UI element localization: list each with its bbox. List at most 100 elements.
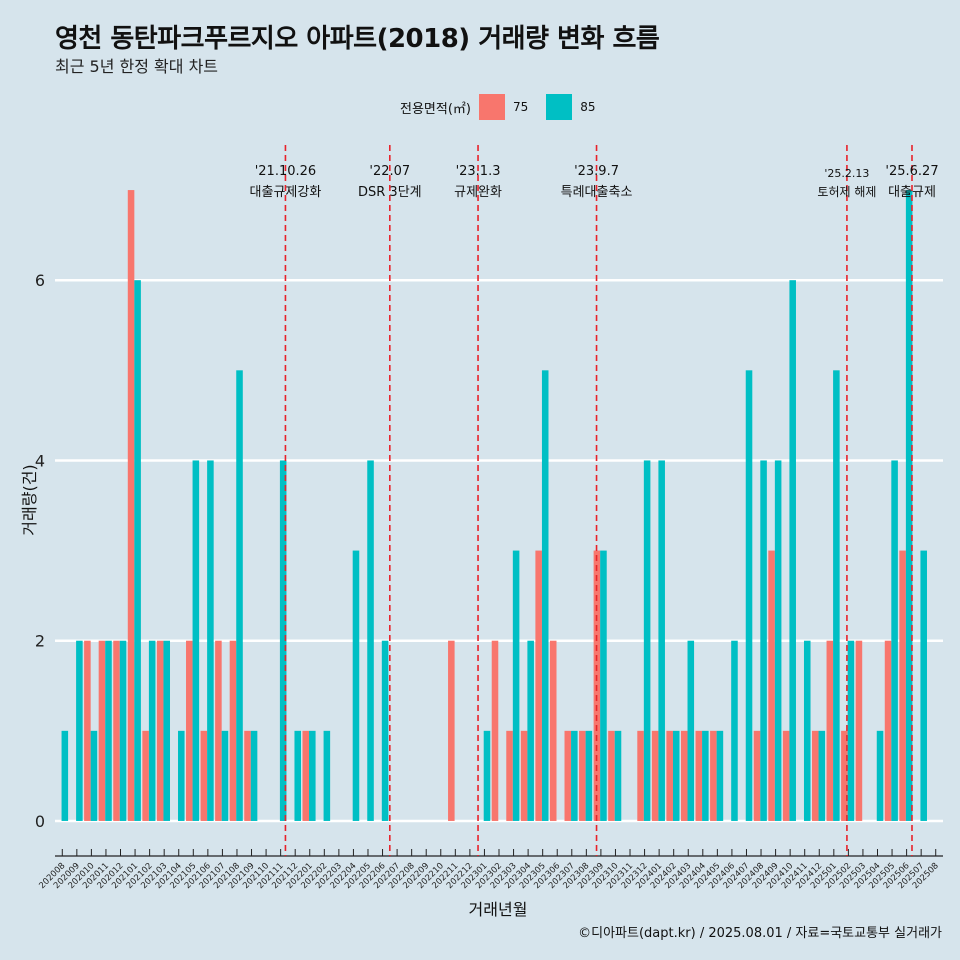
bar-75-202505 (884, 640, 892, 821)
bar-75-202412 (811, 730, 819, 821)
bar-85-202403 (687, 640, 695, 821)
event-label-3: 특례대출축소 (561, 185, 633, 200)
bar-85-202411 (803, 640, 811, 821)
bar-75-202312 (637, 730, 644, 821)
bar-75-202506 (899, 550, 906, 821)
bar-75-202011 (98, 640, 106, 821)
bar-85-202504 (876, 730, 884, 821)
bar-85-202103 (163, 640, 171, 821)
bar-85-202206 (381, 640, 389, 821)
bar-75-202101 (127, 190, 135, 821)
y-tick-label-6: 6 (35, 271, 45, 290)
y-tick-label-4: 4 (35, 451, 45, 470)
bar-85-202410 (789, 280, 796, 821)
bar-85-202304 (527, 640, 534, 821)
bar-85-202409 (774, 460, 782, 821)
event-label-4: 토허제 해제 (817, 185, 876, 199)
legend-label-85: 85 (580, 100, 596, 114)
bar-75-202408 (753, 730, 761, 821)
bar-85-202401 (658, 460, 665, 821)
bar-85-202501 (833, 370, 840, 821)
event-date-0: '21.10.26 (255, 164, 316, 179)
bar-85-202309 (600, 550, 607, 821)
bar-85-202008 (61, 730, 69, 821)
bar-85-202112 (294, 730, 302, 821)
bar-85-202406 (731, 640, 738, 821)
bar-85-202105 (192, 460, 200, 821)
bar-75-202103 (156, 640, 164, 821)
source-caption: ©디아파트(dapt.kr) / 2025.08.01 / 자료=국토교통부 실… (578, 926, 942, 941)
bar-85-202405 (716, 730, 724, 821)
bar-85-202305 (541, 370, 549, 821)
bar-75-202403 (680, 730, 688, 821)
bar-85-202310 (614, 730, 622, 821)
bar-85-202009 (76, 640, 83, 821)
bar-75-202107 (215, 640, 222, 821)
event-label-0: 대출규제강화 (250, 185, 322, 200)
bar-85-202106 (207, 460, 214, 821)
bar-85-202506 (905, 190, 913, 821)
event-label-2: 규제완화 (454, 185, 502, 200)
event-date-3: '23.9.7 (574, 164, 619, 179)
bar-75-202012 (113, 640, 120, 821)
event-date-5: '25.6.27 (885, 164, 938, 179)
bar-75-202108 (229, 640, 237, 821)
chart-title: 영천 동탄파크푸르지오 아파트(2018) 거래량 변화 흐름 (55, 24, 660, 54)
event-date-4: '25.2.13 (824, 167, 869, 180)
bar-85-202507 (920, 550, 927, 821)
chart-subtitle: 최근 5년 한정 확대 차트 (55, 57, 219, 76)
bar-85-202012 (119, 640, 127, 821)
bar-75-202404 (695, 730, 703, 821)
y-tick-label-0: 0 (35, 812, 45, 831)
bar-75-202405 (710, 730, 717, 821)
bar-85-202101 (134, 280, 141, 821)
legend-title: 전용면적(㎡) (400, 101, 471, 117)
legend-swatch-75 (478, 94, 505, 120)
bar-75-202501 (826, 640, 834, 821)
bar-75-202310 (608, 730, 615, 821)
bar-85-202202 (323, 730, 331, 821)
bar-85-202011 (105, 640, 112, 821)
event-label-1: DSR 3단계 (358, 185, 422, 200)
legend-swatch-85 (546, 94, 573, 120)
bar-75-202106 (200, 730, 208, 821)
bar-85-202111 (279, 460, 287, 821)
bar-85-202010 (90, 730, 98, 821)
bar-75-202402 (666, 730, 673, 821)
bar-85-202312 (643, 460, 651, 821)
bar-85-202108 (236, 370, 243, 821)
bar-75-202502 (841, 730, 848, 821)
bar-85-202402 (672, 730, 680, 821)
legend: 전용면적(㎡) 75 85 (400, 94, 614, 120)
event-date-1: '22.07 (369, 164, 410, 179)
bar-75-202109 (244, 730, 251, 821)
bar-85-202201 (309, 730, 316, 821)
bar-75-202307 (564, 730, 572, 821)
bar-75-202401 (651, 730, 659, 821)
bar-85-202505 (891, 460, 898, 821)
bar-85-202407 (745, 370, 753, 821)
bar-75-202302 (491, 640, 499, 821)
bar-75-202304 (520, 730, 528, 821)
y-tick-label-2: 2 (35, 632, 45, 651)
bar-75-202102 (142, 730, 149, 821)
bar-85-202204 (352, 550, 360, 821)
event-label-5: 대출규제 (888, 185, 936, 200)
bar-85-202109 (250, 730, 258, 821)
legend-label-75: 75 (512, 100, 529, 114)
bar-85-202502 (847, 640, 855, 821)
bar-75-202306 (549, 640, 557, 821)
bar-85-202408 (760, 460, 767, 821)
bar-85-202205 (367, 460, 374, 821)
y-axis-title: 거래량(건) (20, 464, 39, 536)
bar-85-202307 (571, 730, 578, 821)
bar-85-202102 (148, 640, 156, 821)
bar-75-202305 (535, 550, 542, 821)
bar-75-202503 (855, 640, 863, 821)
bar-85-202104 (178, 730, 185, 821)
bar-85-202308 (585, 730, 593, 821)
bar-85-202303 (512, 550, 520, 821)
bar-85-202301 (483, 730, 491, 821)
